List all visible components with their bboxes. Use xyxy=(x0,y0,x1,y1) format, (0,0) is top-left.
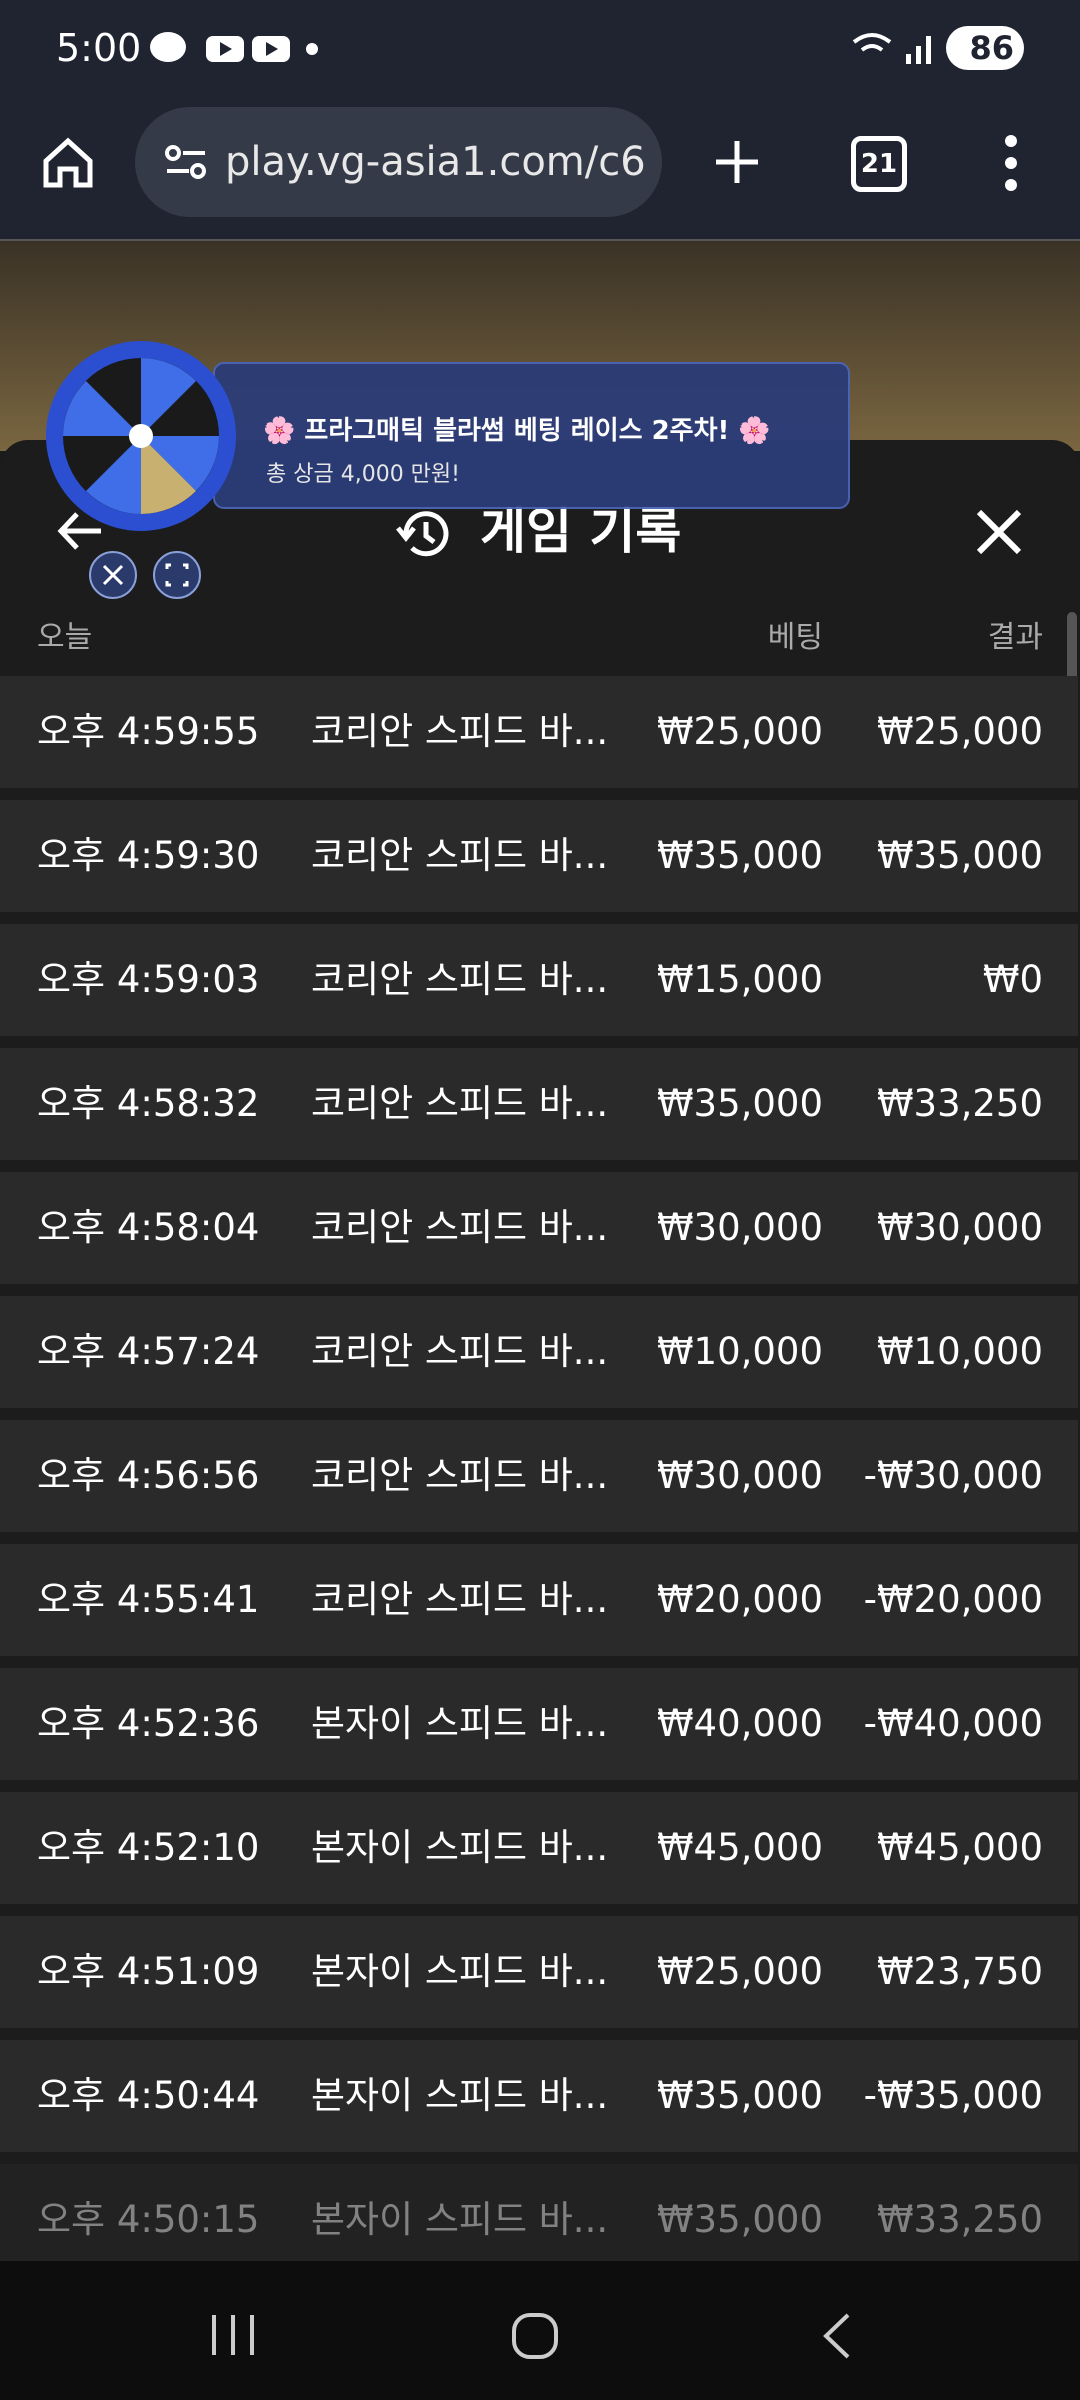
banner-subtitle[interactable]: 총 상금 4,000 만원! xyxy=(266,462,460,487)
row-game: 본자이 스피드 바... xyxy=(311,1950,609,1993)
history-row[interactable]: 오후 4:57:24 코리안 스피드 바... ₩10,000 ₩10,000 xyxy=(0,1296,1078,1408)
status-bar: 5:00 86 xyxy=(0,0,1080,107)
navigation-bar xyxy=(0,2261,1080,2400)
row-bet: ₩40,000 xyxy=(656,1702,823,1745)
row-result: ₩35,000 xyxy=(876,834,1043,877)
back-button[interactable] xyxy=(55,506,105,556)
row-result: ₩33,250 xyxy=(876,1082,1043,1125)
row-bet: ₩20,000 xyxy=(656,1578,823,1621)
row-game: 본자이 스피드 바... xyxy=(311,1826,609,1869)
scrollbar xyxy=(1067,612,1077,734)
signal-icons xyxy=(852,33,931,64)
row-time: 오후 4:52:10 xyxy=(37,1826,260,1869)
row-bet: ₩35,000 xyxy=(656,2198,823,2241)
column-bet: 베팅 xyxy=(767,620,823,655)
history-row[interactable]: 오후 4:52:10 본자이 스피드 바... ₩45,000 ₩45,000 xyxy=(0,1792,1078,1904)
row-time: 오후 4:59:30 xyxy=(37,834,260,877)
history-row[interactable]: 오후 4:58:32 코리안 스피드 바... ₩35,000 ₩33,250 xyxy=(0,1048,1078,1160)
column-date: 오늘 xyxy=(37,620,93,655)
row-result: -₩20,000 xyxy=(863,1578,1043,1621)
row-game: 코리안 스피드 바... xyxy=(311,1454,609,1497)
home-nav-button[interactable] xyxy=(510,2311,560,2361)
site-info-icon[interactable] xyxy=(165,143,207,183)
history-row[interactable]: 오후 4:50:44 본자이 스피드 바... ₩35,000 -₩35,000 xyxy=(0,2040,1078,2152)
row-bet: ₩35,000 xyxy=(656,2074,823,2117)
row-game: 코리안 스피드 바... xyxy=(311,834,609,877)
row-bet: ₩25,000 xyxy=(656,710,823,753)
row-result: ₩45,000 xyxy=(876,1826,1043,1869)
row-result: ₩25,000 xyxy=(876,710,1043,753)
clock: 5:00 xyxy=(56,26,142,70)
row-result: -₩30,000 xyxy=(863,1454,1043,1497)
row-time: 오후 4:51:09 xyxy=(37,1950,260,1993)
history-row[interactable]: 오후 4:55:41 코리안 스피드 바... ₩20,000 -₩20,000 xyxy=(0,1544,1078,1656)
row-result: ₩0 xyxy=(982,958,1043,1001)
back-nav-button[interactable] xyxy=(820,2311,854,2361)
notification-icons xyxy=(150,32,318,62)
row-time: 오후 4:52:36 xyxy=(37,1702,260,1745)
close-button[interactable] xyxy=(975,508,1023,556)
row-bet: ₩35,000 xyxy=(656,834,823,877)
row-time: 오후 4:57:24 xyxy=(37,1330,260,1373)
row-time: 오후 4:58:04 xyxy=(37,1206,260,1249)
row-result: ₩10,000 xyxy=(876,1330,1043,1373)
new-tab-button[interactable] xyxy=(712,137,762,187)
address-bar[interactable]: play.vg-asia1.com/c6 xyxy=(135,107,662,217)
row-bet: ₩30,000 xyxy=(656,1206,823,1249)
browser-toolbar: play.vg-asia1.com/c6 21 xyxy=(0,107,1080,241)
history-row[interactable]: 오후 4:56:56 코리안 스피드 바... ₩30,000 -₩30,000 xyxy=(0,1420,1078,1532)
history-list: 오후 4:59:55 코리안 스피드 바... ₩25,000 ₩25,000 오후 4… xyxy=(0,676,1080,2261)
row-time: 오후 4:58:32 xyxy=(37,1082,260,1125)
row-time: 오후 4:50:44 xyxy=(37,2074,260,2117)
row-time: 오후 4:55:41 xyxy=(37,1578,260,1621)
history-row[interactable]: 오후 4:51:09 본자이 스피드 바... ₩25,000 ₩23,750 xyxy=(0,1916,1078,2028)
panel-title: 게임 기록 xyxy=(480,502,682,560)
row-game: 본자이 스피드 바... xyxy=(311,1702,609,1745)
row-result: ₩33,250 xyxy=(876,2198,1043,2241)
row-game: 본자이 스피드 바... xyxy=(311,2074,609,2117)
row-game: 코리안 스피드 바... xyxy=(311,1082,609,1125)
row-time: 오후 4:56:56 xyxy=(37,1454,260,1497)
history-row[interactable]: 오후 4:59:55 코리안 스피드 바... ₩25,000 ₩25,000 xyxy=(0,676,1078,788)
row-game: 코리안 스피드 바... xyxy=(311,1206,609,1249)
history-row[interactable]: 오후 4:59:30 코리안 스피드 바... ₩35,000 ₩35,000 xyxy=(0,800,1078,912)
row-game: 본자이 스피드 바... xyxy=(311,2198,609,2241)
home-button[interactable] xyxy=(40,135,96,191)
row-result: -₩40,000 xyxy=(863,1702,1043,1745)
history-row[interactable]: 오후 4:50:15 본자이 스피드 바... ₩35,000 ₩33,250 xyxy=(0,2164,1078,2261)
row-game: 코리안 스피드 바... xyxy=(311,1578,609,1621)
row-game: 코리안 스피드 바... xyxy=(311,958,609,1001)
row-game: 코리안 스피드 바... xyxy=(311,1330,609,1373)
recents-button[interactable] xyxy=(208,2311,258,2359)
history-row[interactable]: 오후 4:52:36 본자이 스피드 바... ₩40,000 -₩40,000 xyxy=(0,1668,1078,1780)
row-time: 오후 4:50:15 xyxy=(37,2198,260,2241)
row-bet: ₩35,000 xyxy=(656,1082,823,1125)
history-panel: 게임 기록 오늘 베팅 결과 오후 4:59:55 코리안 스피드 바... ₩25… xyxy=(0,440,1080,2261)
battery: 86 xyxy=(946,26,1024,70)
row-bet: ₩45,000 xyxy=(656,1826,823,1869)
row-result: ₩30,000 xyxy=(876,1206,1043,1249)
row-result: ₩23,750 xyxy=(876,1950,1043,1993)
row-time: 오후 4:59:55 xyxy=(37,710,260,753)
tab-count[interactable]: 21 xyxy=(851,136,907,192)
row-bet: ₩30,000 xyxy=(656,1454,823,1497)
row-result: -₩35,000 xyxy=(863,2074,1043,2117)
menu-button[interactable] xyxy=(998,133,1024,193)
row-bet: ₩25,000 xyxy=(656,1950,823,1993)
history-icon xyxy=(396,511,449,557)
url-text: play.vg-asia1.com/c6 xyxy=(225,139,646,185)
row-game: 코리안 스피드 바... xyxy=(311,710,609,753)
row-bet: ₩15,000 xyxy=(656,958,823,1001)
row-bet: ₩10,000 xyxy=(656,1330,823,1373)
promo-overlay xyxy=(46,341,850,599)
row-time: 오후 4:59:03 xyxy=(37,958,260,1001)
history-row[interactable]: 오후 4:59:03 코리안 스피드 바... ₩15,000 ₩0 xyxy=(0,924,1078,1036)
banner-title[interactable]: 🌸 프라그매틱 블라썸 베팅 레이스 2주차! 🌸 xyxy=(263,416,771,446)
column-result: 결과 xyxy=(987,620,1043,655)
history-row[interactable]: 오후 4:58:04 코리안 스피드 바... ₩30,000 ₩30,000 xyxy=(0,1172,1078,1284)
